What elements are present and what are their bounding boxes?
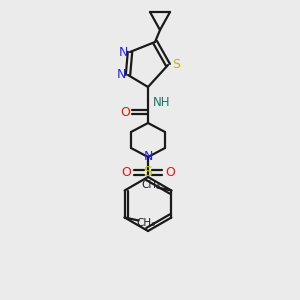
Text: O: O xyxy=(121,166,131,178)
Text: CH₃: CH₃ xyxy=(142,181,161,190)
Text: O: O xyxy=(165,166,175,178)
Text: N: N xyxy=(116,68,126,80)
Text: N: N xyxy=(143,151,153,164)
Text: O: O xyxy=(120,106,130,118)
Text: CH₃: CH₃ xyxy=(136,218,155,227)
Text: N: N xyxy=(118,46,128,59)
Text: S: S xyxy=(172,58,180,70)
Text: NH: NH xyxy=(153,97,171,110)
Text: S: S xyxy=(144,165,152,179)
